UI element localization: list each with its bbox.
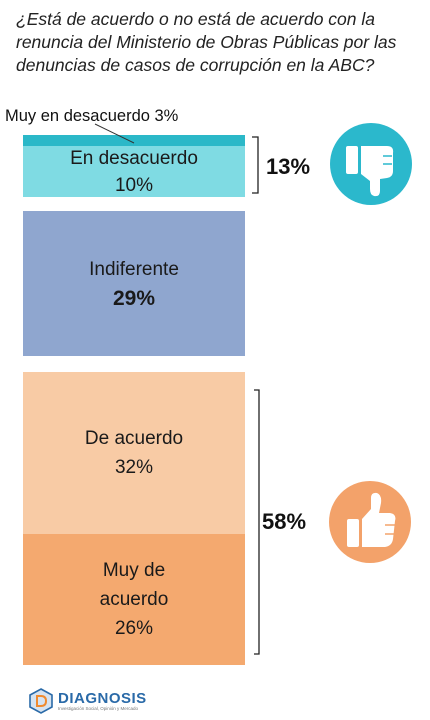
acuerdo-value: 32%	[114, 457, 154, 478]
bar-desacuerdo: En desacuerdo 10%	[23, 146, 245, 197]
indiferente-value: 29%	[112, 286, 156, 310]
muy-desacuerdo-leader-line	[94, 123, 135, 144]
logo-tagline: Investigación Social, Opinión y Mercado	[58, 705, 139, 711]
muy-acuerdo-value: 26%	[114, 618, 154, 639]
desacuerdo-name: En desacuerdo	[70, 147, 198, 169]
bar-muy-desacuerdo	[23, 135, 245, 146]
muy-acuerdo-name-1: Muy de	[102, 560, 166, 581]
bracket-desacuerdo	[252, 136, 259, 194]
total-desacuerdo: 13%	[266, 154, 311, 179]
thumbs-up-icon	[329, 481, 411, 563]
desacuerdo-value: 10%	[114, 174, 154, 196]
muy-acuerdo-name-2: acuerdo	[99, 589, 169, 610]
bracket-acuerdo	[254, 389, 260, 655]
question-title: ¿Está de acuerdo o no está de acuerdo co…	[16, 9, 397, 75]
bar-indiferente: Indiferente 29%	[23, 211, 245, 356]
muy-desacuerdo-label: Muy en desacuerdo 3%	[5, 107, 179, 125]
total-acuerdo: 58%	[262, 509, 307, 534]
acuerdo-name: De acuerdo	[84, 428, 184, 449]
diagnosis-logo-icon	[29, 688, 53, 714]
indiferente-name: Indiferente	[89, 258, 179, 280]
logo-name: DIAGNOSIS	[58, 689, 147, 707]
bar-de-acuerdo: De acuerdo 32%	[23, 372, 245, 534]
bar-muy-de-acuerdo: Muy de acuerdo 26%	[23, 534, 245, 665]
thumbs-down-icon	[330, 123, 412, 205]
diagnosis-logo: DIAGNOSIS Investigación Social, Opinión …	[28, 688, 147, 714]
